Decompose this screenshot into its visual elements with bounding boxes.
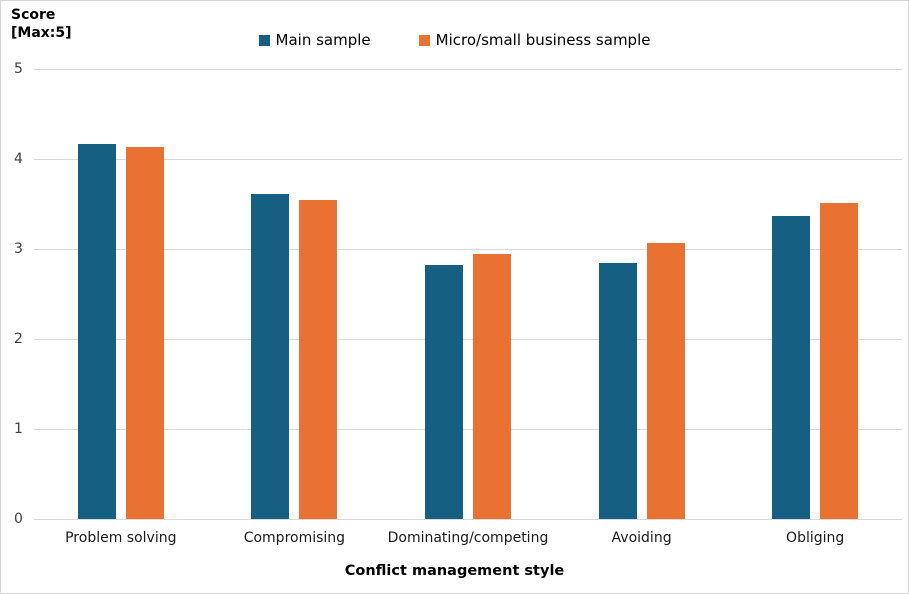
y-tick-5: 5 xyxy=(14,61,23,77)
legend: Main sample Micro/small business sample xyxy=(1,31,908,49)
bar-main-sample-dominating-competing xyxy=(424,265,463,519)
y-tick-3: 3 xyxy=(14,241,23,257)
bar-main-sample-problem-solving xyxy=(77,143,116,519)
gridline-y-3 xyxy=(34,249,902,250)
bar-group-problem-solving xyxy=(34,69,208,519)
y-axis-title: Score [Max:5] xyxy=(11,7,72,41)
legend-item-micro-small-business-sample: Micro/small business sample xyxy=(418,31,651,49)
bar-group-obliging xyxy=(728,69,902,519)
legend-marker-icon xyxy=(418,34,430,46)
plot-area xyxy=(34,69,902,520)
category-label-obliging: Obliging xyxy=(786,530,845,546)
bar-micro-small-business-sample-dominating-competing xyxy=(472,253,511,519)
gridline-y-0 xyxy=(34,519,902,520)
bar-micro-small-business-sample-avoiding xyxy=(646,242,685,519)
gridline-y-2 xyxy=(34,339,902,340)
category-label-avoiding: Avoiding xyxy=(611,530,672,546)
bar-micro-small-business-sample-compromising xyxy=(299,200,338,519)
bar-micro-small-business-sample-obliging xyxy=(820,203,859,519)
x-axis-title: Conflict management style xyxy=(344,563,565,579)
y-tick-0: 0 xyxy=(14,511,23,527)
bar-group-avoiding xyxy=(555,69,729,519)
category-label-dominating-competing: Dominating/competing xyxy=(387,530,549,546)
gridline-y-4 xyxy=(34,159,902,160)
legend-item-main-sample: Main sample xyxy=(258,31,371,49)
bar-main-sample-avoiding xyxy=(598,263,637,519)
category-label-compromising: Compromising xyxy=(243,530,346,546)
legend-marker-icon xyxy=(258,34,270,46)
gridline-y-1 xyxy=(34,429,902,430)
y-tick-1: 1 xyxy=(14,421,23,437)
y-tick-2: 2 xyxy=(14,331,23,347)
legend-label: Main sample xyxy=(275,31,371,49)
bar-main-sample-obliging xyxy=(772,215,811,519)
bar-main-sample-compromising xyxy=(251,194,290,519)
bars-container xyxy=(34,69,902,519)
bar-group-dominating-competing xyxy=(381,69,555,519)
gridline-y-5 xyxy=(34,69,902,70)
legend-label: Micro/small business sample xyxy=(435,31,651,49)
y-tick-4: 4 xyxy=(14,151,23,167)
bar-group-compromising xyxy=(208,69,382,519)
x-axis-category-labels: Problem solving Compromising Dominating/co… xyxy=(34,530,902,546)
category-label-problem-solving: Problem solving xyxy=(65,530,177,546)
bar-micro-small-business-sample-problem-solving xyxy=(125,147,164,519)
